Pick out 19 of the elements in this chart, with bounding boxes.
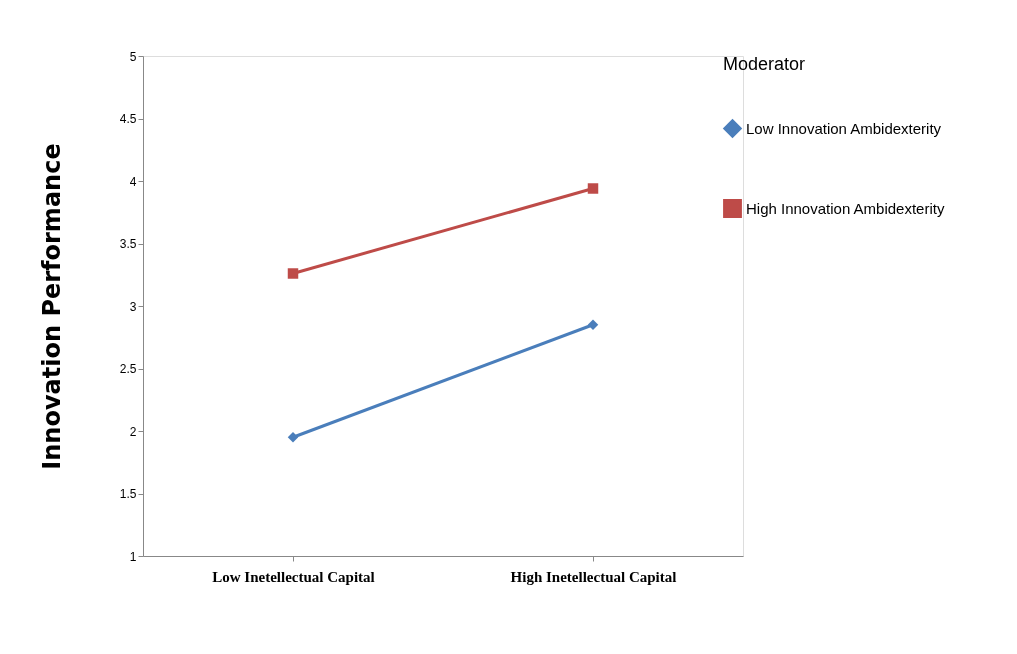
legend-label: High Innovation Ambidexterity [746,199,945,217]
x-tick-label: Low Inetellectual Capital [212,568,375,585]
y-axis-title: Innovation Performance [37,143,66,470]
y-tick-label: 2.5 [119,362,137,376]
y-tick-label: 3.5 [119,237,137,251]
point [287,432,299,443]
y-tick-label: 2 [129,424,137,439]
point [587,183,599,194]
y-tick-label: 1 [129,549,137,564]
x-tick-label: High Inetellectual Capital [510,568,677,585]
legend-label: Low Innovation Ambidexterity [746,119,942,137]
legend-title: Moderator [723,54,806,74]
y-tick-label: 4 [129,174,137,189]
point [287,268,299,279]
point [587,319,599,330]
y-tick-label: 3 [129,299,137,314]
y-tick-label: 1.5 [119,487,137,501]
y-tick-label: 4.5 [119,112,137,126]
y-tick-label: 5 [129,49,137,64]
